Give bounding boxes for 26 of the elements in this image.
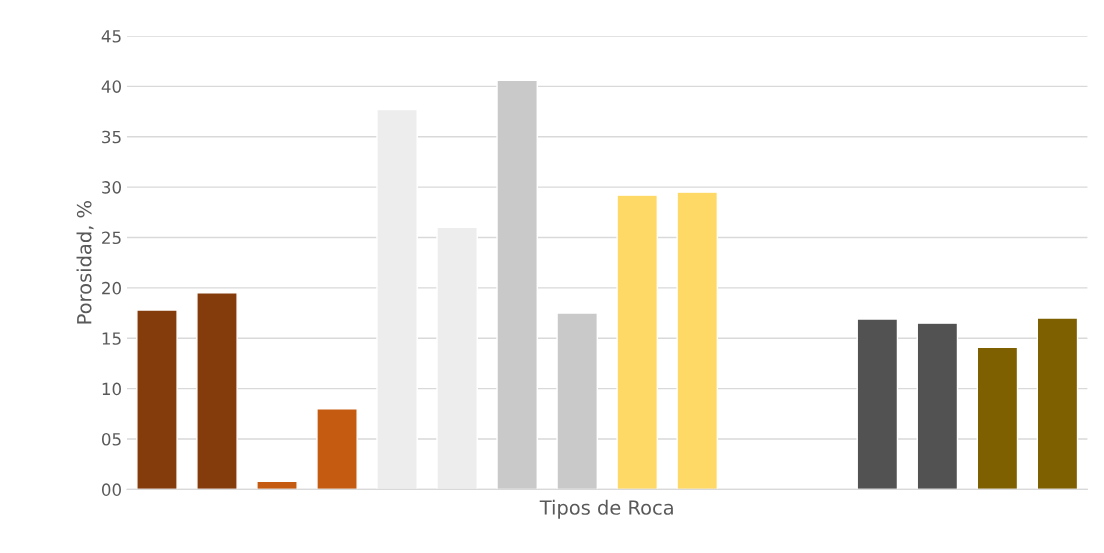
bar xyxy=(616,194,659,490)
y-axis-title: Porosidad, % xyxy=(76,201,94,324)
bar xyxy=(496,79,538,490)
y-tick-label: 00 xyxy=(101,483,121,496)
y-tick-label: 30 xyxy=(102,181,121,194)
y-tick-label: 10 xyxy=(102,382,121,396)
bar xyxy=(916,322,959,490)
bar xyxy=(1036,317,1079,490)
bar xyxy=(196,292,238,490)
bar xyxy=(256,480,298,490)
y-tick-label: 35 xyxy=(102,130,121,144)
bar xyxy=(556,312,598,490)
y-tick-label: 15 xyxy=(102,332,121,345)
bar xyxy=(976,346,1019,490)
bar xyxy=(436,226,478,490)
bar xyxy=(376,108,418,490)
y-tick-label: 40 xyxy=(101,80,121,93)
y-tick-label: 25 xyxy=(102,231,121,245)
bar xyxy=(676,191,719,490)
x-axis-title: Tipos de Roca xyxy=(539,499,673,519)
bar xyxy=(316,408,358,490)
y-tick-label: 45 xyxy=(101,30,121,43)
bar xyxy=(136,309,178,490)
y-tick-label: 20 xyxy=(102,281,121,295)
y-tick-label: 05 xyxy=(101,432,121,446)
bar xyxy=(856,318,899,490)
